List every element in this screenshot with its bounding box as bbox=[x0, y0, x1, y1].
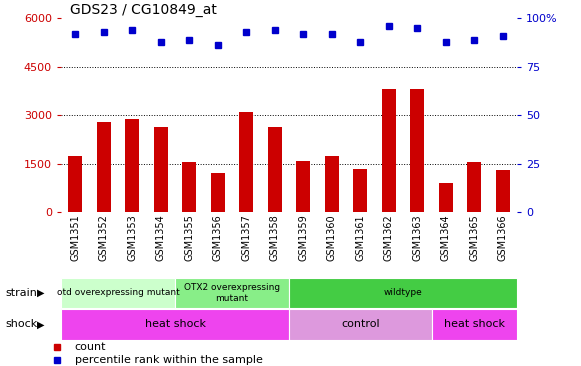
Text: GSM1351: GSM1351 bbox=[70, 214, 80, 261]
Text: heat shock: heat shock bbox=[444, 320, 505, 329]
Bar bbox=[296, 161, 310, 212]
Bar bbox=[268, 127, 282, 212]
Text: ▶: ▶ bbox=[37, 320, 44, 329]
Bar bbox=[382, 89, 396, 212]
Text: heat shock: heat shock bbox=[145, 320, 206, 329]
Bar bbox=[496, 170, 510, 212]
Text: GSM1362: GSM1362 bbox=[384, 214, 394, 261]
Text: OTX2 overexpressing
mutant: OTX2 overexpressing mutant bbox=[184, 283, 280, 303]
Bar bbox=[239, 112, 253, 212]
Bar bbox=[467, 162, 482, 212]
Text: GSM1353: GSM1353 bbox=[127, 214, 137, 261]
Text: GSM1355: GSM1355 bbox=[184, 214, 194, 261]
Text: ▶: ▶ bbox=[37, 288, 44, 298]
Bar bbox=[410, 89, 425, 212]
Text: GSM1363: GSM1363 bbox=[413, 214, 422, 261]
Text: GSM1356: GSM1356 bbox=[213, 214, 223, 261]
Text: shock: shock bbox=[6, 320, 38, 329]
Text: percentile rank within the sample: percentile rank within the sample bbox=[74, 355, 263, 365]
Text: GSM1360: GSM1360 bbox=[327, 214, 337, 261]
Text: GSM1352: GSM1352 bbox=[99, 214, 109, 261]
Text: wildtype: wildtype bbox=[383, 288, 422, 298]
Bar bbox=[211, 173, 225, 212]
Text: GSM1357: GSM1357 bbox=[241, 214, 252, 261]
Bar bbox=[61, 278, 175, 308]
Bar bbox=[432, 309, 517, 340]
Text: GSM1366: GSM1366 bbox=[498, 214, 508, 261]
Bar bbox=[289, 278, 517, 308]
Text: GSM1365: GSM1365 bbox=[469, 214, 479, 261]
Text: GSM1364: GSM1364 bbox=[441, 214, 451, 261]
Bar bbox=[175, 278, 289, 308]
Bar bbox=[96, 122, 111, 212]
Text: otd overexpressing mutant: otd overexpressing mutant bbox=[56, 288, 180, 298]
Text: GDS23 / CG10849_at: GDS23 / CG10849_at bbox=[70, 3, 217, 17]
Bar bbox=[439, 183, 453, 212]
Bar bbox=[68, 156, 83, 212]
Bar bbox=[182, 162, 196, 212]
Text: GSM1354: GSM1354 bbox=[156, 214, 166, 261]
Text: GSM1359: GSM1359 bbox=[298, 214, 309, 261]
Text: strain: strain bbox=[6, 288, 38, 298]
Text: GSM1361: GSM1361 bbox=[356, 214, 365, 261]
Text: count: count bbox=[74, 342, 106, 352]
Bar bbox=[353, 169, 367, 212]
Bar bbox=[325, 156, 339, 212]
Text: control: control bbox=[341, 320, 379, 329]
Bar bbox=[61, 309, 289, 340]
Text: GSM1358: GSM1358 bbox=[270, 214, 280, 261]
Bar bbox=[125, 119, 139, 212]
Bar bbox=[289, 309, 432, 340]
Bar bbox=[153, 127, 168, 212]
